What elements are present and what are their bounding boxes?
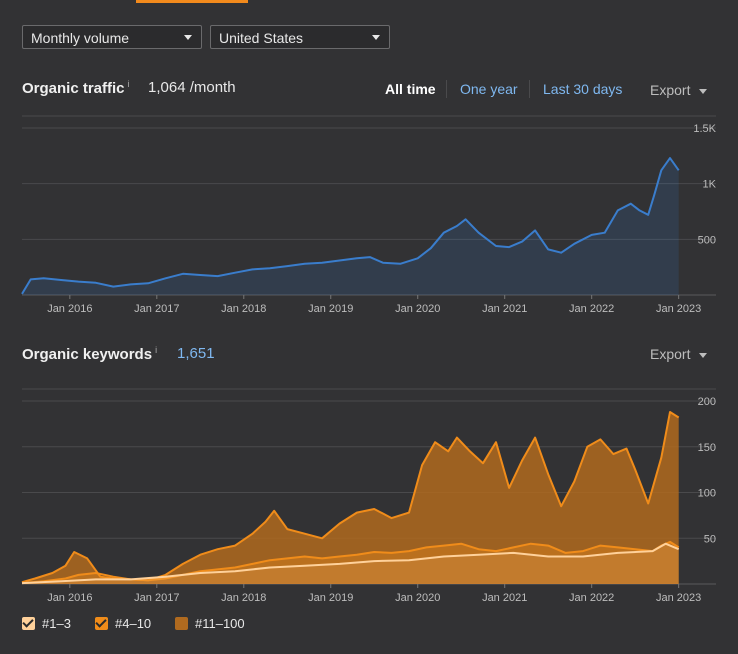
y-tick-label: 500 [698,234,716,246]
keywords-value: 1,651 [177,345,215,362]
traffic-line [21,157,680,295]
info-icon[interactable]: i [155,345,158,355]
x-tick-label: Jan 2022 [569,592,614,604]
y-tick-label: 1K [703,179,717,191]
x-tick-label: Jan 2020 [395,592,440,604]
series-1-3-line [21,542,680,585]
traffic-export-button[interactable]: Export [650,82,708,98]
x-tick-label: Jan 2017 [134,592,179,604]
traffic-title: Organic traffic i [22,79,130,97]
keywords-export-button[interactable]: Export [650,346,708,362]
x-tick-label: Jan 2023 [656,303,701,315]
x-tick-label: Jan 2018 [221,592,266,604]
y-tick-label: 200 [698,396,716,408]
series-11-100-area [22,412,679,584]
range-all-time[interactable]: All time [385,81,436,97]
y-tick-label: 50 [704,533,716,545]
volume-select[interactable]: Monthly volume [22,25,202,49]
legend-label: #1–3 [42,616,71,631]
checkbox-icon [22,617,35,630]
export-label: Export [650,82,691,98]
y-tick-label: 1.5K [693,123,716,135]
y-tick-label: 100 [698,488,716,500]
series-4-10-line [21,540,680,585]
keywords-title-text: Organic keywords [22,346,153,363]
x-tick-label: Jan 2020 [395,303,440,315]
x-tick-label: Jan 2021 [482,303,527,315]
checkbox-icon [95,617,108,630]
country-select-label: United States [219,30,304,46]
country-select[interactable]: United States [210,25,390,49]
x-tick-label: Jan 2021 [482,592,527,604]
legend-label: #4–10 [115,616,152,631]
x-tick-label: Jan 2016 [47,592,92,604]
chevron-down-icon [372,35,380,40]
volume-select-label: Monthly volume [31,30,130,46]
x-tick-label: Jan 2016 [47,303,92,315]
keywords-title: Organic keywords i [22,345,157,363]
y-tick-label: 150 [698,442,716,454]
x-tick-label: Jan 2022 [569,303,614,315]
x-tick-label: Jan 2018 [221,303,266,315]
active-tab-indicator [136,0,248,3]
checkbox-icon [175,617,188,630]
info-icon[interactable]: i [127,79,130,89]
legend-label: #11–100 [195,616,245,631]
chevron-down-icon [699,88,708,94]
range-one-year[interactable]: One year [460,81,518,97]
range-last-30-days[interactable]: Last 30 days [543,81,623,97]
range-separator [446,80,447,98]
export-label: Export [650,346,691,362]
traffic-area [22,158,679,295]
chevron-down-icon [699,352,708,358]
x-tick-label: Jan 2019 [308,592,353,604]
x-tick-label: Jan 2023 [656,592,701,604]
range-separator [529,80,530,98]
traffic-title-text: Organic traffic [22,80,125,97]
chevron-down-icon [184,35,192,40]
x-tick-label: Jan 2017 [134,303,179,315]
traffic-value: 1,064 /month [148,79,236,96]
x-tick-label: Jan 2019 [308,303,353,315]
